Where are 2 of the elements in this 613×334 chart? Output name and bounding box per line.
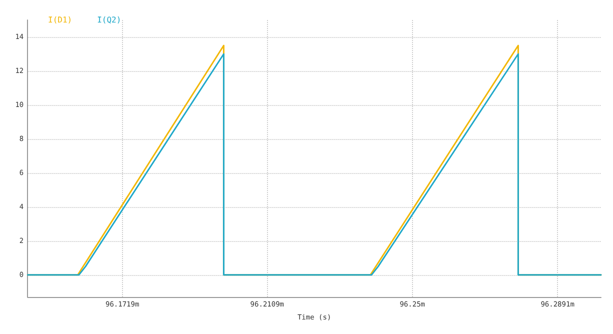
text: I(D1) [48, 16, 72, 24]
text: I(Q2) [97, 16, 122, 24]
